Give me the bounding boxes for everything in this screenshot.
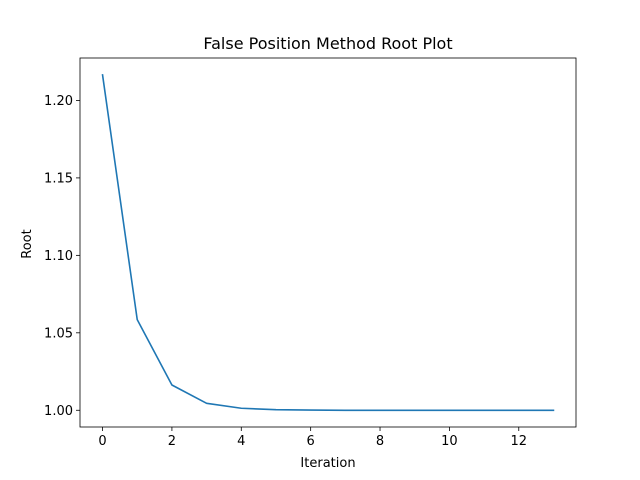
x-tick-label: 2 (168, 434, 176, 449)
x-tick-label: 0 (98, 434, 106, 449)
x-tick-label: 12 (510, 434, 527, 449)
axes-frame (79, 57, 577, 428)
chart-title: False Position Method Root Plot (203, 34, 452, 53)
y-tick-label: 1.00 (44, 404, 73, 419)
y-tick-label: 1.10 (44, 249, 73, 264)
y-tick-label: 1.15 (44, 171, 73, 186)
x-axis-label: Iteration (300, 456, 355, 471)
plot-area: 0 2 4 6 8 10 12 1.00 1.05 1.10 1.15 1.20 (44, 57, 577, 449)
x-tick-label: 8 (376, 434, 384, 449)
series-line-0 (101, 73, 555, 412)
x-tick-label: 10 (441, 434, 458, 449)
y-axis-label: Root (20, 229, 35, 258)
x-tick-label: 4 (237, 434, 245, 449)
y-tick-label: 1.05 (44, 326, 73, 341)
x-tick-label: 6 (307, 434, 315, 449)
y-tick-label: 1.20 (44, 94, 73, 109)
